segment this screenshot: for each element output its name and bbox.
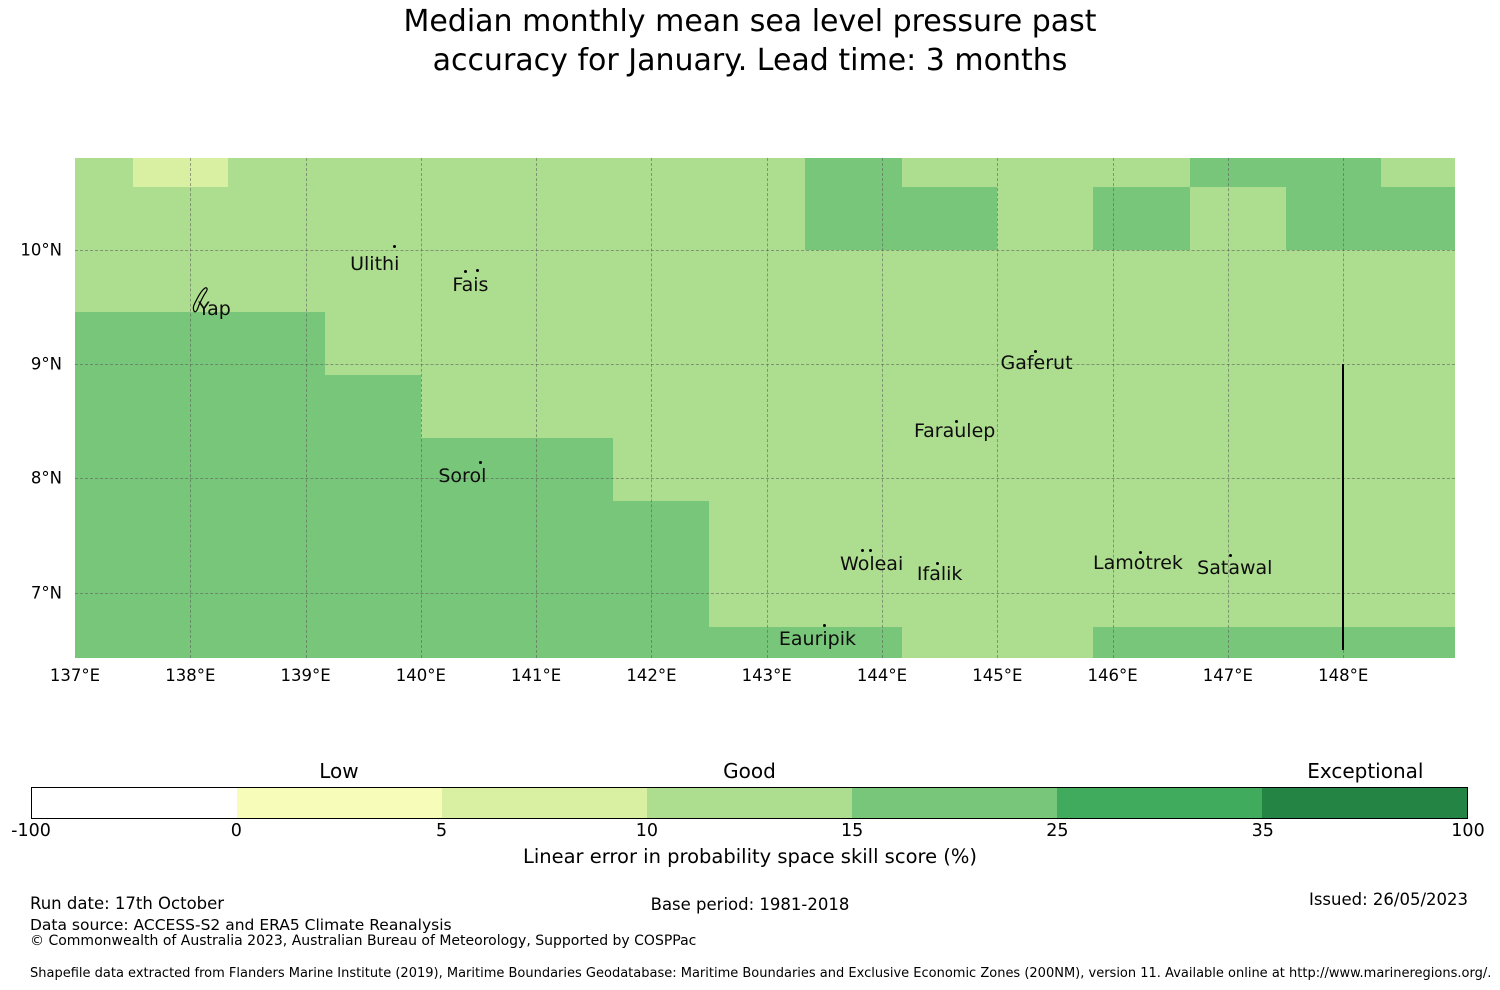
colorbar-segment <box>237 788 442 818</box>
colorbar-tick-label: 100 <box>1451 821 1485 841</box>
y-axis-tick-label: 10°N <box>20 240 62 260</box>
chart-title-line2: accuracy for January. Lead time: 3 month… <box>432 43 1068 78</box>
footer-shapefile-note: Shapefile data extracted from Flanders M… <box>30 966 1492 981</box>
heatmap-cell <box>1285 186 1455 250</box>
x-axis-tick-label: 142°E <box>626 666 677 685</box>
colorbar-segment <box>1262 788 1467 818</box>
colorbar-tick-label: 15 <box>841 821 864 841</box>
footer-copyright: © Commonwealth of Australia 2023, Austra… <box>30 933 697 949</box>
x-axis-tick-label: 147°E <box>1202 666 1253 685</box>
x-axis-tick-label: 148°E <box>1318 666 1369 685</box>
island-label: Lamotrek <box>1093 552 1183 575</box>
gridline-vertical <box>1112 158 1114 658</box>
colorbar-tick-label: 25 <box>1046 821 1069 841</box>
heatmap-cell <box>132 158 229 187</box>
x-axis-tick-label: 138°E <box>165 666 216 685</box>
colorbar-segment <box>852 788 1057 818</box>
heatmap-cell <box>1092 627 1455 658</box>
island-label: Ifalik <box>916 563 963 586</box>
colorbar-tick-label: 0 <box>230 821 242 841</box>
island-marker <box>479 460 483 464</box>
heatmap-cell <box>75 312 326 376</box>
colorbar-zone-label: Exceptional <box>1307 759 1424 783</box>
island-label: Sorol <box>438 465 487 488</box>
heatmap-cell <box>804 158 902 250</box>
footer-base-period: Base period: 1981-2018 <box>650 895 850 914</box>
chart-title-line1: Median monthly mean sea level pressure p… <box>403 4 1097 39</box>
colorbar-tick-label: 5 <box>435 821 448 841</box>
colorbar-zone-label: Low <box>319 759 359 783</box>
x-axis-tick-label: 139°E <box>280 666 331 685</box>
colorbar-segment <box>647 788 852 818</box>
gridline-vertical <box>305 158 307 658</box>
island-label: Satawal <box>1197 556 1273 579</box>
heatmap-cell <box>1189 158 1382 187</box>
x-axis-tick-label: 140°E <box>395 666 446 685</box>
colorbar <box>31 787 1468 819</box>
gridline-vertical <box>882 158 884 658</box>
island-marker <box>1228 553 1232 557</box>
island-label: Fais <box>452 274 489 296</box>
footer-issued-date: Issued: 26/05/2023 <box>1308 890 1468 909</box>
island-marker <box>464 269 468 273</box>
heatmap-cell <box>75 438 614 502</box>
colorbar-segment <box>442 788 647 818</box>
island-label: Eauripik <box>778 627 857 650</box>
x-axis-tick-label: 144°E <box>856 666 908 685</box>
colorbar-tick-label: -100 <box>11 821 51 841</box>
y-axis-tick-label: 8°N <box>30 468 62 488</box>
island-marker <box>822 624 826 628</box>
colorbar-zone-label: Good <box>723 759 776 783</box>
gridline-vertical <box>1227 158 1229 658</box>
island-label: Ulithi <box>350 253 400 276</box>
colorbar-caption: Linear error in probability space skill … <box>522 845 978 868</box>
x-axis-tick-label: 141°E <box>511 666 562 685</box>
island-label: Woleai <box>840 553 904 576</box>
eez-boundary-line <box>1342 363 1345 650</box>
island-marker <box>392 244 396 248</box>
island-marker <box>935 561 939 565</box>
gridline-horizontal <box>75 592 1455 594</box>
island-label: Gaferut <box>1000 351 1073 374</box>
heatmap-cell <box>75 375 421 439</box>
heatmap-cell <box>75 627 902 658</box>
chart-title: Median monthly mean sea level pressure p… <box>0 2 1500 80</box>
island-label: Faraulep <box>913 420 996 443</box>
gridline-vertical <box>766 158 768 658</box>
colorbar-tick-label: 35 <box>1251 821 1274 841</box>
island-marker <box>860 548 864 552</box>
island-marker <box>475 268 479 272</box>
gridline-vertical <box>190 158 192 658</box>
colorbar-segment <box>32 788 237 818</box>
x-axis-tick-label: 145°E <box>972 666 1023 685</box>
gridline-vertical <box>536 158 538 658</box>
y-axis-tick-label: 7°N <box>30 583 62 603</box>
x-axis-tick-label: 146°E <box>1087 666 1138 685</box>
map-plot-area: Ulithi Fais Yap Sorol Gaferut Faraulep Woleai I… <box>75 158 1455 658</box>
island-marker <box>868 548 872 552</box>
gridline-vertical <box>651 158 653 658</box>
gridline-horizontal <box>75 478 1455 480</box>
gridline-horizontal <box>75 363 1455 365</box>
island-marker <box>955 419 959 423</box>
island-marker <box>1138 551 1142 555</box>
yap-island-outline <box>192 287 208 313</box>
colorbar-tick-label: 10 <box>635 821 658 841</box>
gridline-vertical <box>420 158 422 658</box>
gridline-vertical <box>997 158 999 658</box>
y-axis-tick-label: 9°N <box>30 354 62 374</box>
x-axis-tick-label: 137°E <box>49 666 101 685</box>
island-marker <box>1033 349 1037 353</box>
heatmap-cell <box>1092 186 1190 250</box>
footer-run-date: Run date: 17th October <box>30 894 225 913</box>
footer-data-source: Data source: ACCESS-S2 and ERA5 Climate … <box>30 916 452 934</box>
x-axis-tick-label: 143°E <box>741 666 792 685</box>
gridline-horizontal <box>75 249 1455 251</box>
colorbar-segment <box>1057 788 1262 818</box>
heatmap-cell <box>75 501 710 628</box>
heatmap-cell <box>901 186 998 250</box>
island-label: Yap <box>198 298 231 321</box>
